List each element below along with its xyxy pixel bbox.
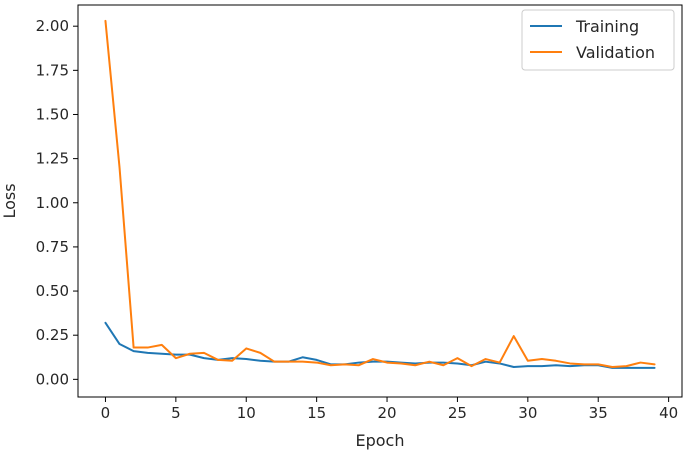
x-tick-label: 15 <box>307 404 326 422</box>
x-tick-label: 35 <box>589 404 608 422</box>
y-axis-label: Loss <box>0 183 19 218</box>
chart-marks <box>104 19 656 369</box>
y-tick-label: 1.25 <box>36 150 69 168</box>
series-line-validation <box>104 19 656 368</box>
x-tick-label: 10 <box>237 404 256 422</box>
plot-frame <box>77 4 683 398</box>
x-axis-ticks: 0 5 10 15 20 25 30 35 40 <box>101 397 678 422</box>
legend-label-validation: Validation <box>576 43 655 62</box>
y-tick-label: 0.00 <box>36 370 69 388</box>
y-tick-label: 0.50 <box>36 282 69 300</box>
x-tick-label: 20 <box>377 404 396 422</box>
y-tick-label: 1.00 <box>36 194 69 212</box>
x-axis-label: Epoch <box>356 431 405 450</box>
x-tick-label: 25 <box>448 404 467 422</box>
legend-label-training: Training <box>575 17 639 36</box>
y-tick-label: 1.75 <box>36 61 69 79</box>
y-tick-label: 0.25 <box>36 326 69 344</box>
legend: Training Validation <box>521 9 675 71</box>
y-tick-label: 0.75 <box>36 238 69 256</box>
x-tick-label: 0 <box>101 404 111 422</box>
y-tick-label: 2.00 <box>36 17 69 35</box>
x-tick-label: 40 <box>659 404 678 422</box>
x-tick-label: 5 <box>171 404 181 422</box>
x-tick-label: 30 <box>518 404 537 422</box>
y-axis-ticks: 0.00 0.25 0.50 0.75 1.00 1.25 1.50 1.75 2.00 <box>36 17 78 388</box>
y-tick-label: 1.50 <box>36 105 69 123</box>
